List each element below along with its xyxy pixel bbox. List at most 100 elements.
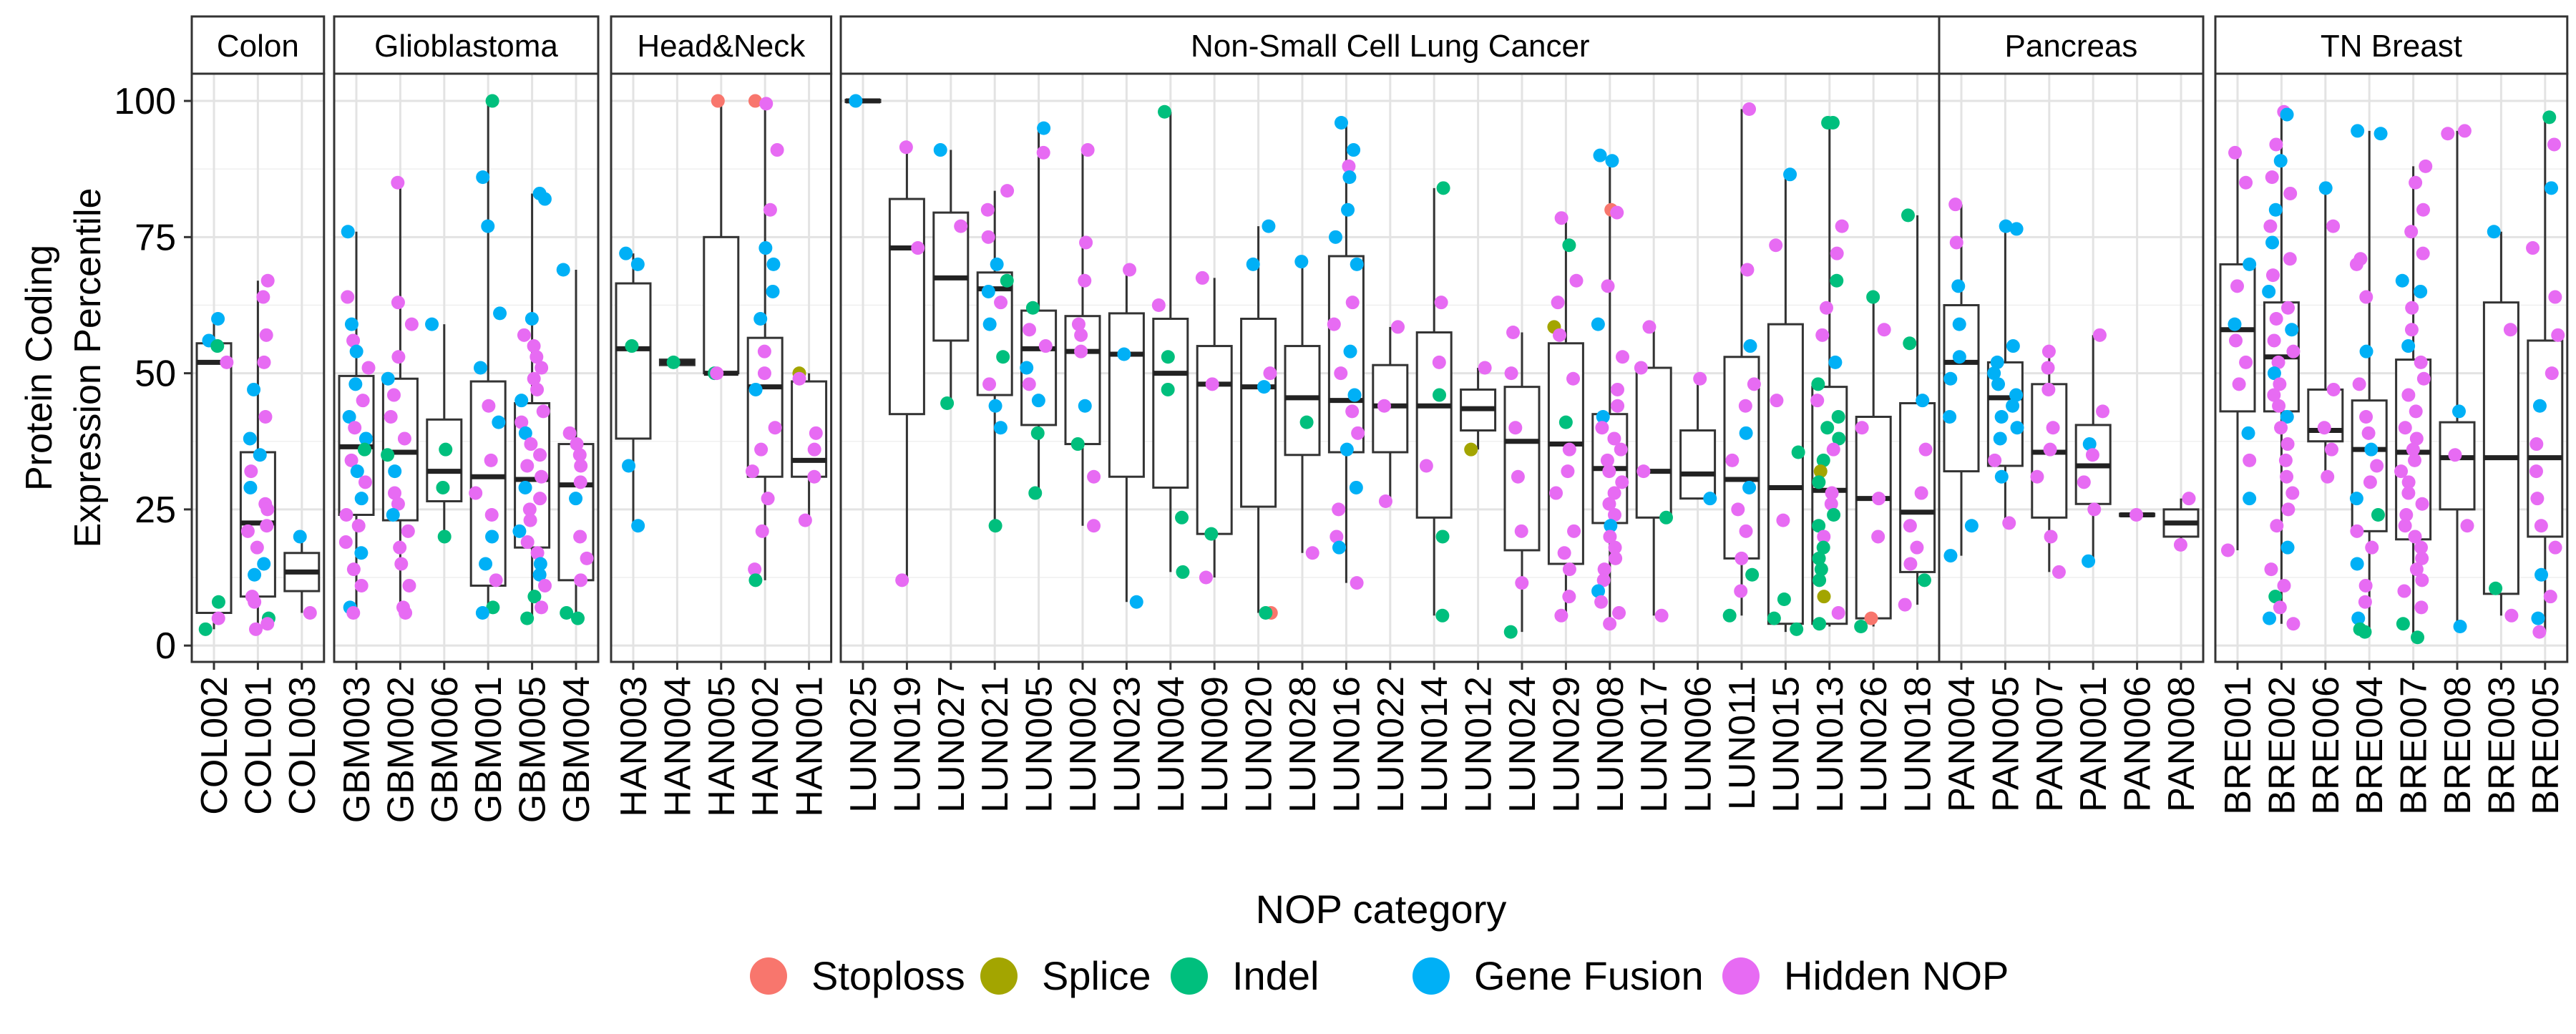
data-point (1825, 116, 1840, 130)
data-point (1554, 608, 1568, 623)
data-point (257, 557, 271, 571)
data-point (2460, 519, 2474, 533)
data-point (766, 257, 781, 271)
x-tick-label: BRE003 (2481, 676, 2522, 815)
data-point (2082, 437, 2097, 452)
data-point (354, 546, 369, 560)
data-point (1478, 361, 1492, 375)
data-point (2399, 508, 2414, 522)
data-point (2548, 290, 2562, 304)
data-point (530, 350, 544, 364)
data-point (2317, 421, 2331, 435)
facet-strip (839, 15, 1941, 75)
legend-item: Stoploss (750, 953, 965, 998)
data-point (517, 328, 531, 342)
legend-title: NOP category (1256, 887, 1507, 932)
box-bre008 (2439, 124, 2476, 634)
box-lun024 (1503, 326, 1541, 639)
data-point (1826, 442, 1840, 457)
data-point (2270, 519, 2284, 533)
box-lun028 (1284, 255, 1321, 560)
data-point (1129, 595, 1143, 609)
data-point (492, 415, 506, 429)
data-point (1872, 492, 1886, 506)
data-point (1767, 611, 1781, 625)
data-point (2318, 181, 2333, 195)
data-point (1828, 355, 1843, 369)
data-point (2285, 323, 2299, 337)
data-point (532, 567, 547, 582)
facet-strip-label: Head&Neck (637, 29, 806, 64)
data-point (2265, 235, 2280, 250)
data-point (981, 284, 995, 298)
data-point (798, 513, 812, 527)
data-point (402, 578, 416, 592)
x-tick-label: LUN018 (1898, 676, 1939, 813)
data-point (2364, 442, 2379, 457)
data-point (210, 339, 225, 353)
data-point (2281, 301, 2296, 315)
box-lun011 (1722, 102, 1761, 623)
data-point (2092, 328, 2107, 342)
data-point (1813, 617, 1827, 631)
box-bre003 (2482, 225, 2519, 623)
x-tick-label: LUN025 (843, 676, 884, 813)
data-point (244, 464, 258, 479)
data-point (1377, 399, 1391, 413)
data-point (2286, 344, 2301, 359)
data-point (1345, 404, 1360, 419)
data-point (2268, 203, 2283, 217)
data-point (1158, 104, 1172, 119)
data-point (2532, 399, 2547, 413)
data-point (2280, 410, 2294, 424)
y-tick-label: 0 (155, 625, 176, 667)
x-tick-label: LUN026 (1853, 676, 1895, 813)
data-point (240, 524, 255, 538)
data-point (1854, 620, 1868, 634)
data-point (1832, 431, 1846, 446)
data-point (1038, 339, 1053, 353)
data-point (1903, 336, 1917, 351)
data-point (1514, 524, 1528, 538)
data-point (537, 192, 552, 206)
data-point (1993, 431, 2007, 446)
box-iqr (2482, 301, 2519, 595)
data-point (2409, 431, 2424, 446)
data-point (2547, 137, 2562, 152)
data-point (1000, 184, 1015, 198)
x-tick-label: PAN007 (2029, 676, 2071, 812)
data-point (1342, 170, 1357, 185)
data-point (911, 241, 925, 255)
data-point (560, 606, 574, 620)
data-point (2277, 578, 2291, 592)
x-tick-label: COL003 (282, 676, 323, 815)
data-point (1332, 502, 1346, 517)
data-point (1600, 453, 1614, 467)
data-point (198, 622, 213, 636)
box-col001 (239, 273, 276, 636)
box-pan005 (1986, 219, 2024, 530)
data-point (1812, 519, 1826, 533)
data-point (2503, 323, 2517, 337)
y-tick-label: 75 (135, 217, 176, 258)
data-point (1597, 562, 1611, 577)
data-point (253, 448, 267, 462)
data-point (1877, 323, 1891, 337)
data-point (482, 399, 496, 413)
data-point (2002, 516, 2016, 530)
legend: NOP category Stoploss Splice Indel Gene Fusi… (750, 887, 2009, 998)
data-point (556, 263, 570, 277)
data-point (1078, 399, 1092, 413)
x-tick-label: LUN015 (1765, 676, 1807, 813)
data-point (982, 377, 997, 391)
data-point (2529, 437, 2544, 452)
data-point (354, 578, 369, 592)
data-point (2280, 107, 2294, 122)
data-point (1943, 371, 1958, 386)
y-tick-label: 100 (114, 81, 176, 122)
data-point (2041, 382, 2056, 396)
data-point (1918, 442, 1933, 457)
data-point (1259, 606, 1273, 620)
